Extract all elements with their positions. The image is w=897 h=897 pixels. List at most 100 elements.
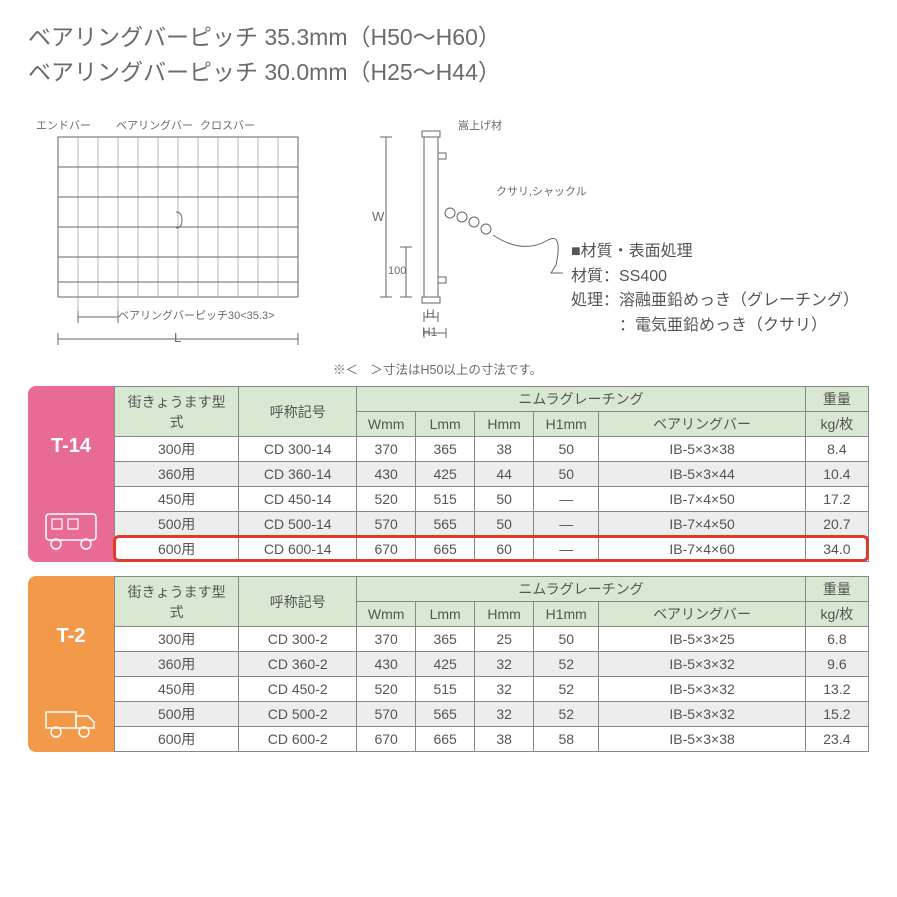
th-W: Wmm bbox=[357, 412, 416, 437]
cell-H: 38 bbox=[475, 437, 534, 462]
cell-bar: IB-5×3×38 bbox=[599, 727, 805, 752]
cell-H1: 50 bbox=[534, 627, 599, 652]
cell-H: 38 bbox=[475, 727, 534, 752]
cell-type: 600用 bbox=[115, 727, 239, 752]
material-info: ■材質・表面処理 材質：SS400 処理：溶融亜鉛めっき（グレーチング） ：電気… bbox=[571, 240, 859, 339]
th-H: Hmm bbox=[475, 602, 534, 627]
table-row: 500用CD 500-25705653252IB-5×3×3215.2 bbox=[115, 702, 869, 727]
cell-type: 600用 bbox=[115, 537, 239, 562]
th-H1: H1mm bbox=[534, 412, 599, 437]
cell-W: 520 bbox=[357, 487, 416, 512]
cell-L: 515 bbox=[416, 487, 475, 512]
cell-weight: 13.2 bbox=[805, 677, 868, 702]
th-weight: 重量 bbox=[805, 577, 868, 602]
th-code: 呼称記号 bbox=[239, 577, 357, 627]
cell-weight: 20.7 bbox=[805, 512, 868, 537]
cell-weight: 9.6 bbox=[805, 652, 868, 677]
cell-weight: 23.4 bbox=[805, 727, 868, 752]
th-bar: ベアリングバー bbox=[599, 412, 805, 437]
th-type: 街きょうます型式 bbox=[115, 577, 239, 627]
cell-W: 430 bbox=[357, 462, 416, 487]
table-t2: 街きょうます型式 呼称記号 ニムラグレーチング 重量 Wmm Lmm Hmm H… bbox=[114, 576, 869, 752]
table-row: 450用CD 450-1452051550—IB-7×4×5017.2 bbox=[115, 487, 869, 512]
cell-W: 430 bbox=[357, 652, 416, 677]
cell-L: 365 bbox=[416, 437, 475, 462]
diagram-front: エンドバー ベアリングバー クロスバー ベアリングバーピッチ30<35.3> L bbox=[28, 117, 328, 347]
cell-L: 425 bbox=[416, 652, 475, 677]
label-H: H bbox=[426, 307, 435, 321]
th-group: ニムラグレーチング bbox=[357, 577, 806, 602]
diagram-side: 嵩上げ材 クサリ,シャックル W 100 H H1 bbox=[348, 117, 593, 347]
cell-W: 670 bbox=[357, 537, 416, 562]
cell-H: 50 bbox=[475, 487, 534, 512]
cell-weight: 15.2 bbox=[805, 702, 868, 727]
title-line-1: ベアリングバーピッチ 35.3mm（H50〜H60） bbox=[28, 20, 869, 55]
badge-t14-label: T-14 bbox=[51, 435, 91, 458]
cell-code: CD 500-2 bbox=[239, 702, 357, 727]
cell-bar: IB-5×3×32 bbox=[599, 677, 805, 702]
title-line-2: ベアリングバーピッチ 30.0mm（H25〜H44） bbox=[28, 55, 869, 90]
cell-W: 370 bbox=[357, 627, 416, 652]
th-code: 呼称記号 bbox=[239, 387, 357, 437]
cell-L: 515 bbox=[416, 677, 475, 702]
cell-bar: IB-7×4×60 bbox=[599, 537, 805, 562]
cell-weight: 17.2 bbox=[805, 487, 868, 512]
cell-L: 565 bbox=[416, 702, 475, 727]
label-100: 100 bbox=[388, 265, 406, 277]
th-W: Wmm bbox=[357, 602, 416, 627]
label-crossbar: クロスバー bbox=[200, 117, 255, 133]
material-line2: 処理：溶融亜鉛めっき（グレーチング） bbox=[571, 289, 859, 314]
cell-code: CD 360-2 bbox=[239, 652, 357, 677]
cell-L: 665 bbox=[416, 537, 475, 562]
cell-code: CD 600-2 bbox=[239, 727, 357, 752]
th-bar: ベアリングバー bbox=[599, 602, 805, 627]
cell-H1: 50 bbox=[534, 437, 599, 462]
cell-H: 50 bbox=[475, 512, 534, 537]
cell-bar: IB-5×3×38 bbox=[599, 437, 805, 462]
cell-L: 365 bbox=[416, 627, 475, 652]
cell-type: 300用 bbox=[115, 627, 239, 652]
material-line3: ：電気亜鉛めっき（クサリ） bbox=[571, 314, 859, 339]
th-type: 街きょうます型式 bbox=[115, 387, 239, 437]
cell-L: 425 bbox=[416, 462, 475, 487]
cell-type: 500用 bbox=[115, 702, 239, 727]
th-group: ニムラグレーチング bbox=[357, 387, 806, 412]
label-H1: H1 bbox=[422, 325, 437, 339]
material-line1: 材質：SS400 bbox=[571, 265, 859, 290]
cell-W: 570 bbox=[357, 512, 416, 537]
table-row: 600用CD 600-26706653858IB-5×3×3823.4 bbox=[115, 727, 869, 752]
table-row: 300用CD 300-23703652550IB-5×3×256.8 bbox=[115, 627, 869, 652]
cell-L: 665 bbox=[416, 727, 475, 752]
cell-H: 25 bbox=[475, 627, 534, 652]
label-L: L bbox=[174, 330, 181, 345]
badge-t2: T-2 bbox=[28, 576, 114, 752]
th-L: Lmm bbox=[416, 602, 475, 627]
cell-type: 360用 bbox=[115, 652, 239, 677]
truck-icon bbox=[42, 700, 100, 742]
cell-H1: 52 bbox=[534, 702, 599, 727]
label-W: W bbox=[372, 209, 384, 224]
cell-H1: — bbox=[534, 512, 599, 537]
badge-t14: T-14 bbox=[28, 386, 114, 562]
cell-H: 60 bbox=[475, 537, 534, 562]
cell-weight: 6.8 bbox=[805, 627, 868, 652]
cell-bar: IB-5×3×32 bbox=[599, 652, 805, 677]
cell-type: 500用 bbox=[115, 512, 239, 537]
cell-code: CD 600-14 bbox=[239, 537, 357, 562]
cell-bar: IB-5×3×32 bbox=[599, 702, 805, 727]
table-row: 450用CD 450-25205153252IB-5×3×3213.2 bbox=[115, 677, 869, 702]
cell-H1: 58 bbox=[534, 727, 599, 752]
cell-bar: IB-5×3×25 bbox=[599, 627, 805, 652]
cell-bar: IB-7×4×50 bbox=[599, 512, 805, 537]
th-weight-unit: kg/枚 bbox=[805, 412, 868, 437]
th-L: Lmm bbox=[416, 412, 475, 437]
cell-weight: 34.0 bbox=[805, 537, 868, 562]
cell-H1: 52 bbox=[534, 677, 599, 702]
table-row: 600用CD 600-1467066560—IB-7×4×6034.0 bbox=[115, 537, 869, 562]
diagram-row: エンドバー ベアリングバー クロスバー ベアリングバーピッチ30<35.3> L bbox=[28, 117, 869, 347]
table-row: 360用CD 360-24304253252IB-5×3×329.6 bbox=[115, 652, 869, 677]
cell-H1: 50 bbox=[534, 462, 599, 487]
cell-W: 670 bbox=[357, 727, 416, 752]
cell-weight: 8.4 bbox=[805, 437, 868, 462]
cell-type: 360用 bbox=[115, 462, 239, 487]
